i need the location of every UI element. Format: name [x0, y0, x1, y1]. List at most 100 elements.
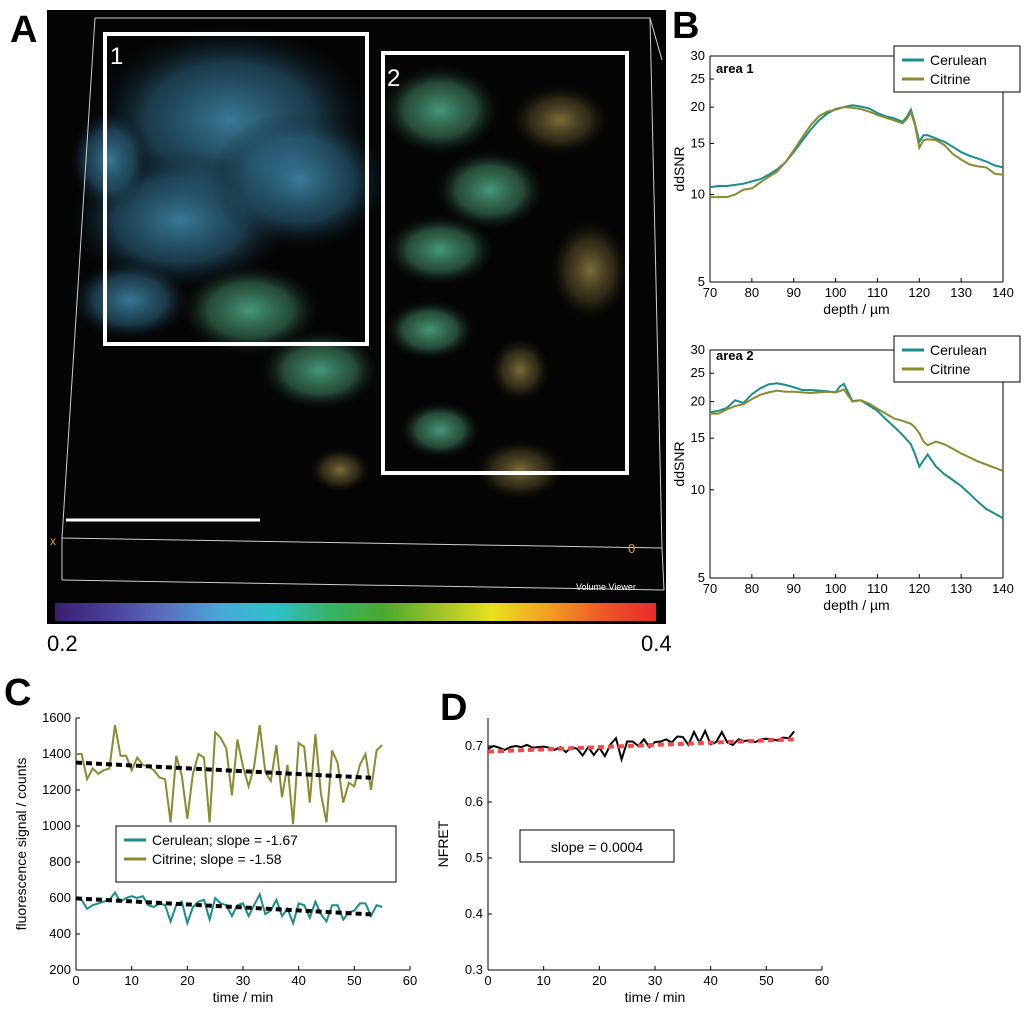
chart-b-area1: 70 80 90 100 110 120 130 140 5 10 15 20 25 30 depth / … — [671, 45, 1021, 317]
series-citrine-fit — [75, 760, 372, 780]
x-axis-label: time / min — [213, 989, 274, 1005]
y-tick-label: 200 — [49, 962, 71, 977]
chart-c-fluorescence: 0 10 20 30 40 50 60 200 400 600 800 1000 1200 1400 160… — [13, 710, 417, 1005]
panel-label-a: A — [10, 9, 37, 51]
series-nfret-fit — [487, 737, 795, 754]
x-tick-label: 80 — [745, 285, 759, 300]
y-tick-label: 5 — [698, 274, 705, 289]
y-tick-label: 15 — [691, 135, 705, 150]
y-tick-label: 30 — [691, 342, 705, 357]
panel-a-image: 1 2 x 0 Volume Viewer — [47, 10, 666, 600]
x-tick-label: 60 — [403, 973, 417, 988]
legend-box — [893, 335, 1021, 383]
y-tick-label: 400 — [49, 926, 71, 941]
x-tick-label: 50 — [347, 973, 361, 988]
chart-title: area 1 — [716, 61, 754, 76]
x-tick-label: 120 — [908, 581, 930, 596]
x-tick-label: 80 — [745, 581, 759, 596]
legend-box — [115, 825, 397, 883]
y-tick-label: 1400 — [42, 746, 71, 761]
legend-entry: Citrine; slope = -1.58 — [152, 851, 282, 867]
x-tick-label: 90 — [786, 581, 800, 596]
y-tick-label: 1200 — [42, 782, 71, 797]
volume-image-texture — [70, 25, 630, 500]
y-tick-label: 0.4 — [465, 906, 483, 921]
series-cerulean-fit — [75, 896, 372, 917]
x-tick-label: 130 — [950, 285, 972, 300]
y-tick-label: 25 — [691, 71, 705, 86]
roi-box-2 — [381, 51, 629, 475]
corner-marker-right: 0 — [628, 541, 635, 556]
y-tick-label: 0.3 — [465, 962, 483, 977]
series-citrine — [710, 388, 1004, 472]
x-tick-label: 110 — [867, 285, 888, 300]
x-tick-label: 100 — [825, 285, 847, 300]
y-axis-label: fluorescence signal / counts — [13, 758, 29, 931]
x-axis-label: time / min — [625, 989, 686, 1005]
roi-box-2-label: 2 — [387, 65, 400, 92]
y-tick-label: 15 — [691, 430, 705, 445]
colorbar-min-label: 0.2 — [47, 631, 78, 656]
series-cerulean — [75, 890, 383, 927]
legend-entry: Cerulean — [930, 52, 987, 68]
x-tick-label: 140 — [992, 581, 1014, 596]
x-tick-label: 50 — [759, 973, 773, 988]
x-tick-label: 60 — [815, 973, 829, 988]
y-tick-label: 5 — [698, 570, 705, 585]
x-axis-label: depth / µm — [823, 597, 889, 613]
y-axis-label: NFRET — [435, 820, 451, 867]
x-tick-label: 10 — [124, 973, 138, 988]
panel-label-d: D — [440, 687, 467, 729]
x-tick-label: 30 — [648, 973, 662, 988]
legend-entry: Citrine — [930, 71, 971, 87]
y-tick-label: 1600 — [42, 710, 71, 725]
panel-label-c: C — [4, 672, 31, 714]
x-tick-label: 130 — [950, 581, 972, 596]
y-tick-label: 600 — [49, 890, 71, 905]
x-tick-label: 140 — [992, 285, 1014, 300]
y-tick-label: 20 — [691, 394, 705, 409]
y-tick-label: 0.5 — [465, 850, 483, 865]
x-axis-label: depth / µm — [823, 301, 889, 317]
legend-entry: Citrine — [930, 361, 971, 377]
colorbar: 0.2 0.4 — [47, 600, 672, 656]
x-tick-label: 0 — [72, 973, 79, 988]
y-tick-label: 0.6 — [465, 794, 483, 809]
x-tick-label: 70 — [703, 285, 717, 300]
legend-entry: Cerulean — [930, 342, 987, 358]
y-tick-label: 1000 — [42, 818, 71, 833]
x-tick-label: 70 — [703, 581, 717, 596]
chart-d-nfret: 0 10 20 30 40 50 60 0.3 0.4 0.5 0.6 0.7 time / min NF… — [435, 718, 829, 1005]
y-tick-label: 800 — [49, 854, 71, 869]
x-tick-label: 120 — [908, 285, 930, 300]
y-tick-label: 0.7 — [465, 738, 483, 753]
x-tick-label: 90 — [786, 285, 800, 300]
roi-box-1-label: 1 — [110, 43, 123, 70]
y-tick-label: 20 — [691, 99, 705, 114]
roi-box-1 — [103, 32, 369, 346]
y-tick-label: 10 — [691, 187, 705, 202]
y-axis-label: ddSNR — [671, 146, 687, 191]
series-cerulean — [709, 104, 1004, 189]
y-axis-label: ddSNR — [671, 441, 687, 486]
chart-b-area2: 70 80 90 100 110 120 130 140 5 10 15 20 25 30 depth / … — [671, 335, 1021, 613]
series-cerulean — [709, 382, 1004, 520]
x-tick-label: 110 — [867, 581, 888, 596]
x-tick-label: 0 — [484, 973, 491, 988]
chart-title: area 2 — [716, 348, 754, 363]
volume-bounding-box — [61, 17, 665, 591]
x-tick-label: 40 — [703, 973, 717, 988]
volume-viewer-caption: Volume Viewer — [576, 582, 636, 592]
x-tick-label: 30 — [236, 973, 250, 988]
y-tick-label: 30 — [691, 48, 705, 63]
x-tick-label: 40 — [291, 973, 305, 988]
colorbar-gradient — [55, 603, 656, 621]
colorbar-max-label: 0.4 — [641, 631, 672, 656]
panel-label-b: B — [672, 5, 699, 47]
y-tick-label: 10 — [691, 482, 705, 497]
legend-entry: Cerulean; slope = -1.67 — [152, 832, 298, 848]
slope-annotation: slope = 0.0004 — [551, 839, 643, 855]
annotation-box — [519, 829, 675, 863]
